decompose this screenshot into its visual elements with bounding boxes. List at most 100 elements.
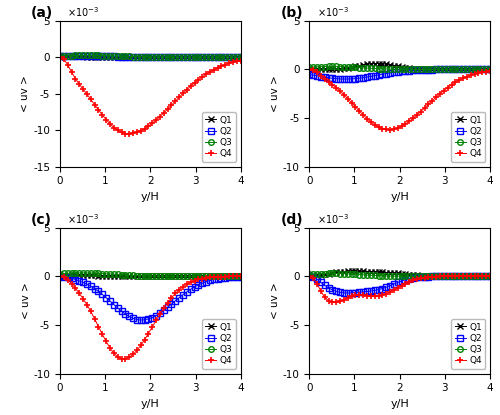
Q3: [96, 53, 102, 58]
Q2: [168, 55, 174, 60]
Q1: [318, 67, 324, 72]
Q4: [150, 325, 156, 330]
Q1: [196, 274, 202, 279]
Q3: [410, 67, 416, 72]
Q3: [398, 274, 404, 279]
Q3: [153, 273, 159, 278]
Q4: [72, 76, 78, 81]
Q4: [426, 102, 432, 107]
Q4: [337, 89, 343, 94]
Q3: [314, 64, 320, 69]
Q3: [330, 64, 336, 69]
Text: (a): (a): [31, 6, 54, 20]
Q3: [414, 274, 420, 279]
Q2: [433, 274, 439, 279]
Q1: [138, 55, 143, 60]
Q1: [80, 273, 86, 278]
Q3: [368, 273, 374, 278]
Q1: [180, 274, 186, 279]
Q1: [387, 270, 393, 275]
Q3: [84, 53, 90, 58]
Q3: [345, 271, 351, 276]
Q3: [192, 274, 198, 279]
Text: (b): (b): [280, 6, 303, 20]
Q2: [394, 69, 400, 74]
Q3: [126, 273, 132, 278]
Line: Q4: Q4: [56, 273, 244, 362]
Q3: [383, 273, 389, 278]
Q4: [234, 59, 240, 64]
Q2: [448, 67, 454, 72]
Q1: [207, 55, 213, 60]
Q3: [164, 55, 170, 60]
Q1: [222, 274, 228, 279]
Q3: [433, 67, 439, 72]
Q2: [468, 67, 474, 72]
Q1: [172, 55, 178, 60]
Q1: [464, 67, 470, 72]
Q2: [153, 313, 159, 318]
Q4: [430, 274, 436, 279]
Q2: [130, 54, 136, 59]
Q1: [337, 66, 343, 71]
Q3: [157, 55, 163, 60]
Q3: [214, 274, 220, 279]
Q3: [176, 274, 182, 279]
Q3: [460, 274, 466, 279]
Q1: [352, 269, 358, 273]
Q1: [230, 55, 236, 60]
Q2: [456, 67, 462, 72]
Q2: [341, 76, 347, 81]
Q3: [172, 55, 178, 60]
Q1: [118, 273, 124, 278]
Q1: [314, 273, 320, 278]
Text: (c): (c): [31, 213, 52, 227]
Q1: [402, 272, 408, 277]
Q4: [230, 274, 236, 279]
Q2: [402, 68, 408, 73]
Q3: [476, 67, 482, 72]
Q1: [134, 55, 140, 60]
Q4: [130, 131, 136, 136]
Q3: [372, 66, 378, 71]
Q3: [460, 67, 466, 72]
Q4: [483, 69, 489, 74]
Q4: [426, 275, 432, 280]
Q1: [456, 67, 462, 72]
Q2: [214, 55, 220, 60]
Q3: [322, 64, 328, 69]
Q1: [464, 274, 470, 279]
Q2: [368, 74, 374, 79]
Q3: [472, 67, 478, 72]
Q2: [480, 67, 486, 72]
Q4: [161, 110, 167, 115]
Q4: [134, 348, 140, 353]
Q3: [310, 65, 316, 70]
Q1: [422, 67, 428, 72]
Q3: [118, 272, 124, 277]
Q1: [487, 67, 493, 72]
Q3: [487, 274, 493, 279]
Q4: [88, 97, 94, 102]
Q1: [380, 270, 386, 275]
Q2: [383, 71, 389, 76]
Q1: [130, 55, 136, 60]
Q1: [468, 67, 474, 72]
Q2: [380, 72, 386, 77]
Q1: [80, 54, 86, 59]
Q4: [168, 103, 174, 107]
Q3: [383, 66, 389, 71]
Q2: [153, 55, 159, 60]
Q1: [430, 67, 436, 72]
Q1: [157, 55, 163, 60]
Q2: [310, 274, 316, 279]
Q2: [126, 54, 132, 59]
Q4: [383, 291, 389, 296]
Q1: [76, 273, 82, 278]
Q1: [348, 269, 354, 273]
Q4: [126, 131, 132, 136]
Q1: [161, 55, 167, 60]
Q2: [168, 302, 174, 307]
Q2: [356, 76, 362, 81]
Q4: [111, 351, 117, 356]
